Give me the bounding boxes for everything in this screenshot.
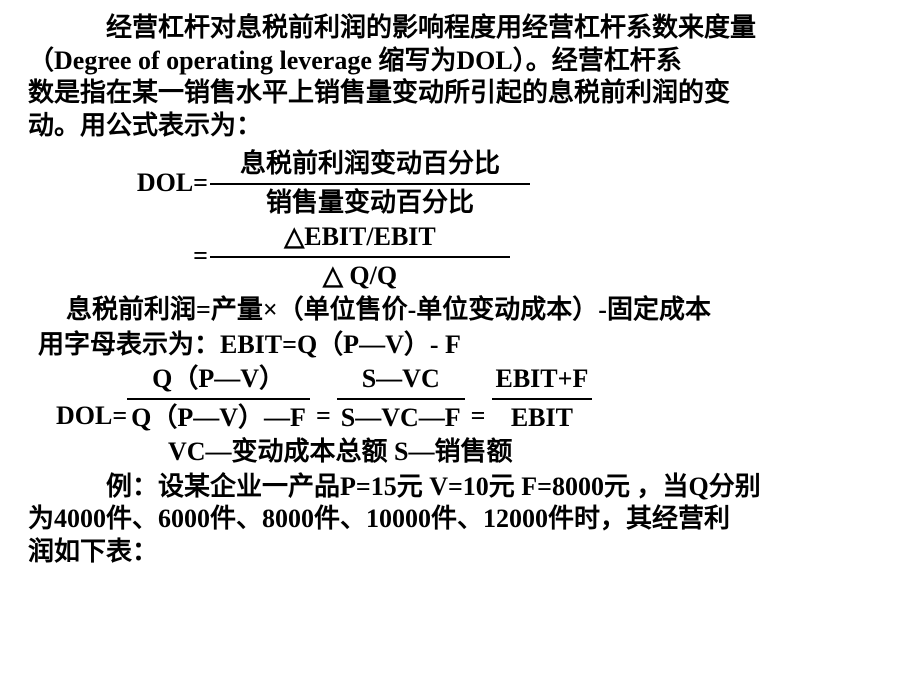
dol3-f3-num: EBIT+F <box>492 363 593 396</box>
dol-f2-denominator: △ Q/Q <box>315 260 405 293</box>
dol-f1-numerator: 息税前利润变动百分比 <box>232 148 508 181</box>
dol3-prefix: DOL= <box>56 400 127 435</box>
dol3-f1-den: Q（P—V）—F <box>127 402 310 435</box>
intro-line-4: 动。用公式表示为： <box>28 110 892 143</box>
dol-definition-formula: DOL= 息税前利润变动百分比 销售量变动百分比 <box>28 148 892 219</box>
dol3-frac2: S—VC S—VC—F <box>337 363 465 434</box>
dol3-f2-num: S—VC <box>358 363 444 396</box>
vc-s-note: VC—变动成本总额 S—销售额 <box>28 436 892 469</box>
example-line-3: 润如下表： <box>28 536 892 569</box>
ebit-definition: 息税前利润=产量×（单位售价-单位变动成本）-固定成本 <box>28 294 892 327</box>
dol-f1-denominator: 销售量变动百分比 <box>258 187 482 220</box>
dol3-frac1: Q（P—V） Q（P—V）—F <box>127 363 310 434</box>
fraction-bar <box>210 183 530 185</box>
fraction-bar <box>210 256 510 258</box>
intro-line-2: （Degree of operating leverage 缩写为DOL）。经营… <box>28 45 892 78</box>
dol-expanded-formula: DOL= Q（P—V） Q（P—V）—F = S—VC S—VC—F = EBI… <box>28 363 892 434</box>
intro-line-1: 经营杠杆对息税前利润的影响程度用经营杠杆系数来度量 <box>28 12 892 45</box>
ebit-letters: 用字母表示为：EBIT=Q（P—V）- F <box>28 329 892 362</box>
intro-line-3: 数是指在某一销售水平上销售量变动所引起的息税前利润的变 <box>28 77 892 110</box>
dol-fraction-words: 息税前利润变动百分比 销售量变动百分比 <box>210 148 530 219</box>
intro-paragraph: 经营杠杆对息税前利润的影响程度用经营杠杆系数来度量 （Degree of ope… <box>28 12 892 142</box>
fraction-bar <box>127 398 310 400</box>
fraction-bar <box>337 398 465 400</box>
dol3-f1-num: Q（P—V） <box>148 363 289 396</box>
dol3-frac3: EBIT+F EBIT <box>492 363 593 434</box>
dol-f2-numerator: △EBIT/EBIT <box>276 221 444 254</box>
example-paragraph: 例：设某企业一产品P=15元 V=10元 F=8000元 ，当Q分别 为4000… <box>28 471 892 569</box>
dol-fraction-delta: △EBIT/EBIT △ Q/Q <box>210 221 510 292</box>
dol3-eq1: = <box>310 400 337 435</box>
dol3-eq2: = <box>465 400 492 435</box>
equals-label: = <box>28 240 210 273</box>
dol-delta-formula: = △EBIT/EBIT △ Q/Q <box>28 221 892 292</box>
example-line-1: 例：设某企业一产品P=15元 V=10元 F=8000元 ，当Q分别 <box>28 471 892 504</box>
document-page: 经营杠杆对息税前利润的影响程度用经营杠杆系数来度量 （Degree of ope… <box>0 0 920 568</box>
dol-label: DOL= <box>28 167 210 200</box>
dol3-f3-den: EBIT <box>507 402 577 435</box>
dol3-f2-den: S—VC—F <box>337 402 465 435</box>
fraction-bar <box>492 398 593 400</box>
example-line-2: 为4000件、6000件、8000件、10000件、12000件时，其经营利 <box>28 503 892 536</box>
